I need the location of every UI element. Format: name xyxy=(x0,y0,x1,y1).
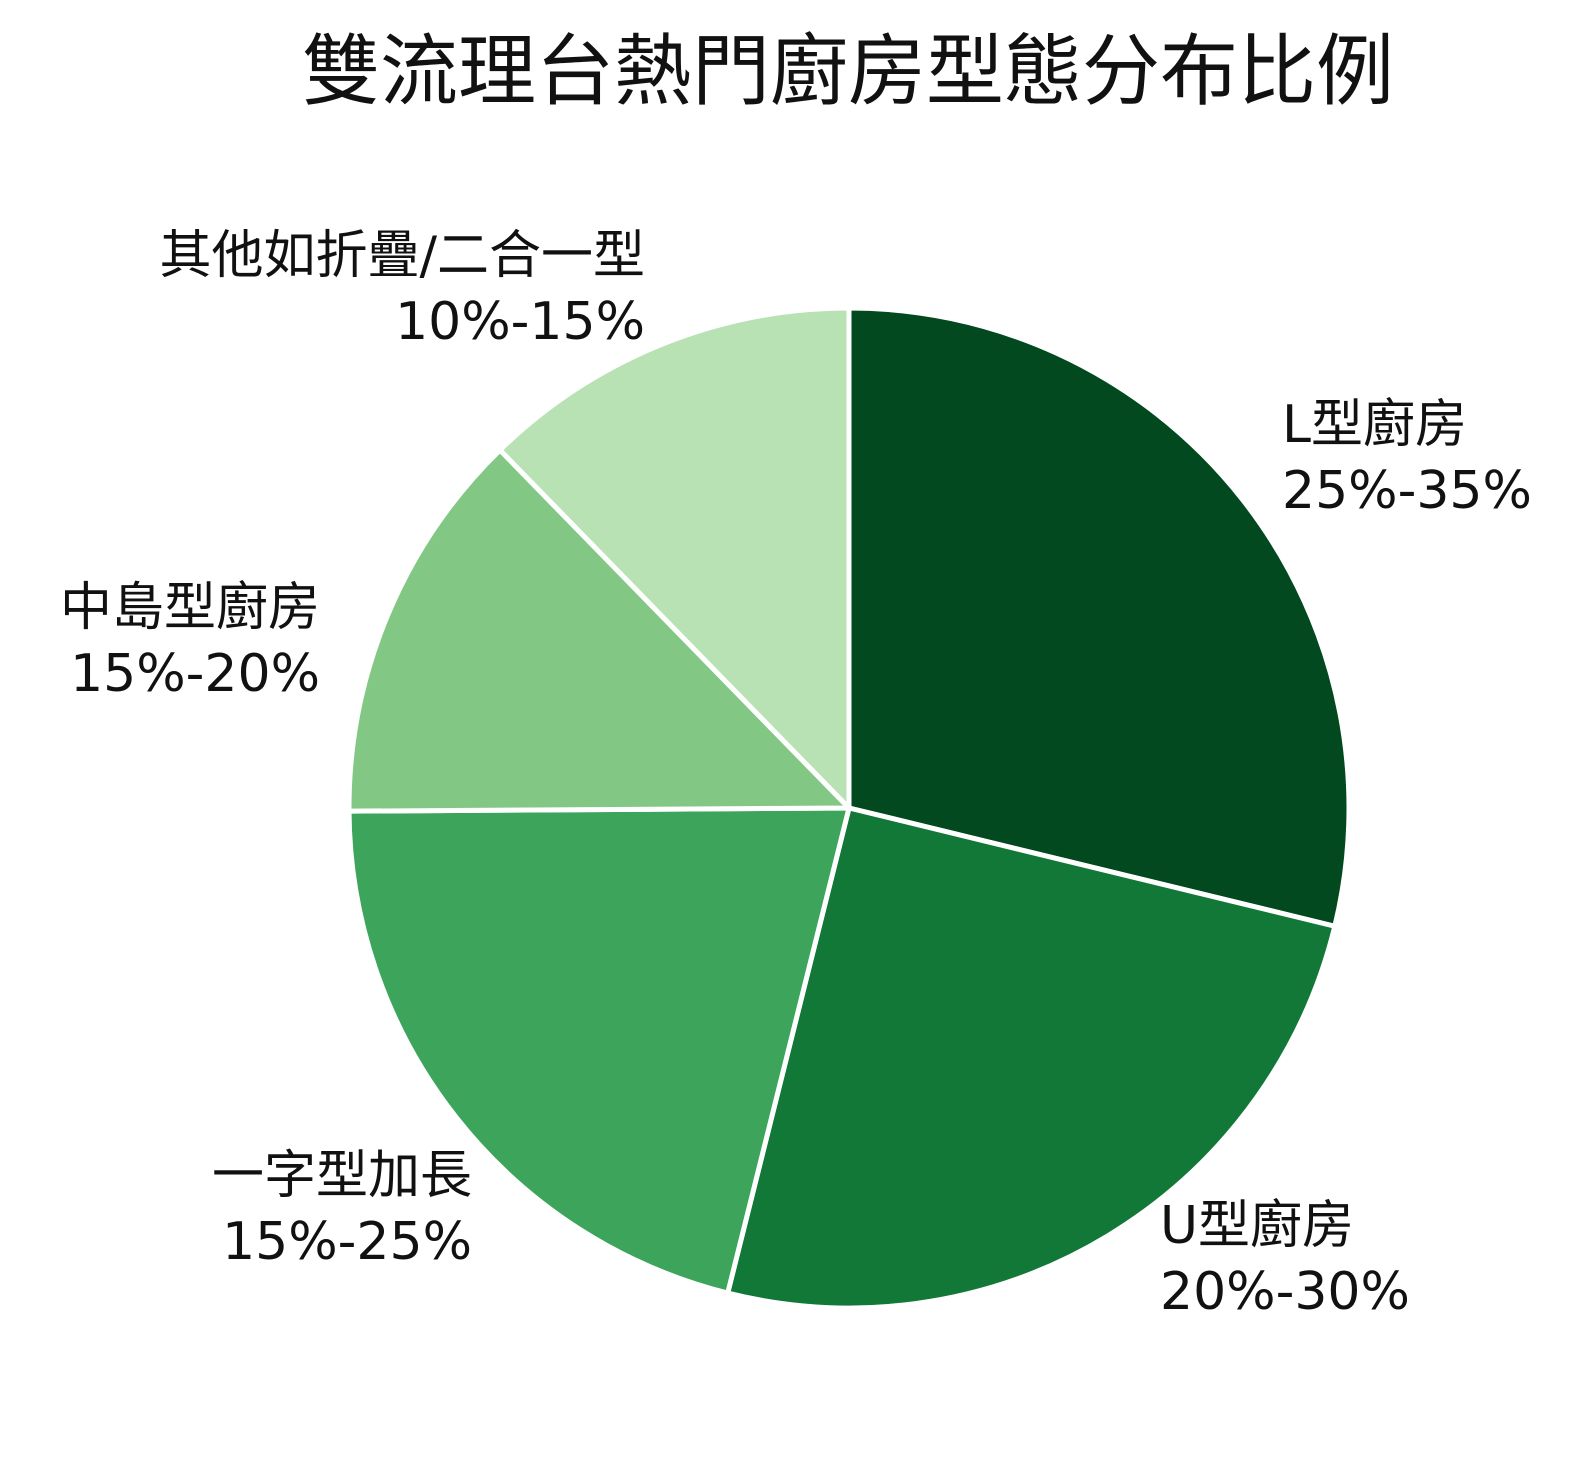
chart-title: 雙流理台熱門廚房型態分布比例 xyxy=(302,27,1394,117)
slice-label: U型廚房 xyxy=(1160,1196,1354,1256)
pie-slices xyxy=(346,305,1352,1311)
pie-slice xyxy=(346,805,852,1296)
slice-range-label: 10%-15% xyxy=(395,292,645,352)
pie-slice xyxy=(725,805,1338,1311)
slice-label: L型廚房 xyxy=(1282,395,1467,455)
pie-slice xyxy=(346,447,852,814)
slice-label: 一字型加長 xyxy=(212,1146,472,1206)
pie-slice xyxy=(497,305,852,811)
slice-range-label: 20%-30% xyxy=(1160,1262,1410,1322)
slice-labels: L型廚房25%-35%U型廚房20%-30%一字型加長15%-25%中島型廚房1… xyxy=(60,226,1532,1322)
pie-slice xyxy=(846,305,1352,929)
slice-range-label: 15%-25% xyxy=(222,1212,472,1272)
slice-range-label: 25%-35% xyxy=(1282,461,1532,521)
slice-range-label: 15%-20% xyxy=(70,644,320,704)
slice-label: 其他如折疊/二合一型 xyxy=(159,226,645,286)
slice-label: 中島型廚房 xyxy=(60,578,320,638)
